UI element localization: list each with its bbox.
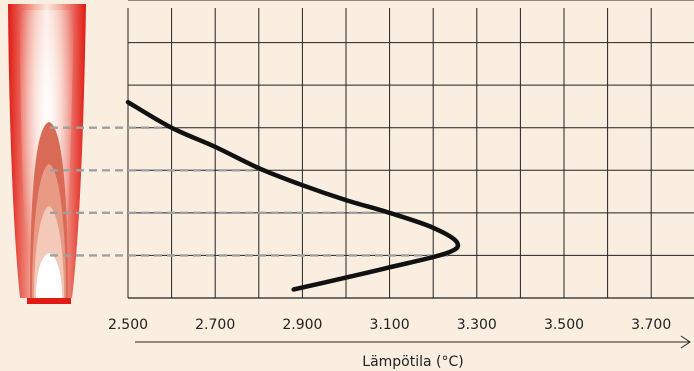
x-tick-label: 3.500 [544,317,584,333]
series-line [125,99,461,292]
x-tick-label: 3.100 [370,317,410,333]
x-tick-label: 2.900 [282,317,322,333]
flame-base-icon [27,298,71,304]
x-tick-labels: 2.500 2.700 2.900 3.100 3.300 3.500 3.700 [108,317,671,333]
reference-dashes [50,126,451,257]
flame-illustration [8,4,86,304]
x-tick-label: 3.700 [631,317,671,333]
flame-core-icon [36,253,62,298]
x-tick-label: 2.700 [195,317,235,333]
x-tick-label: 2.500 [108,317,148,333]
x-axis-title: Lämpötila (°C) [362,354,463,370]
x-axis-arrow-icon [135,335,691,349]
chart-grid [127,0,694,299]
x-tick-label: 3.300 [457,317,497,333]
temperature-curve [125,99,461,292]
